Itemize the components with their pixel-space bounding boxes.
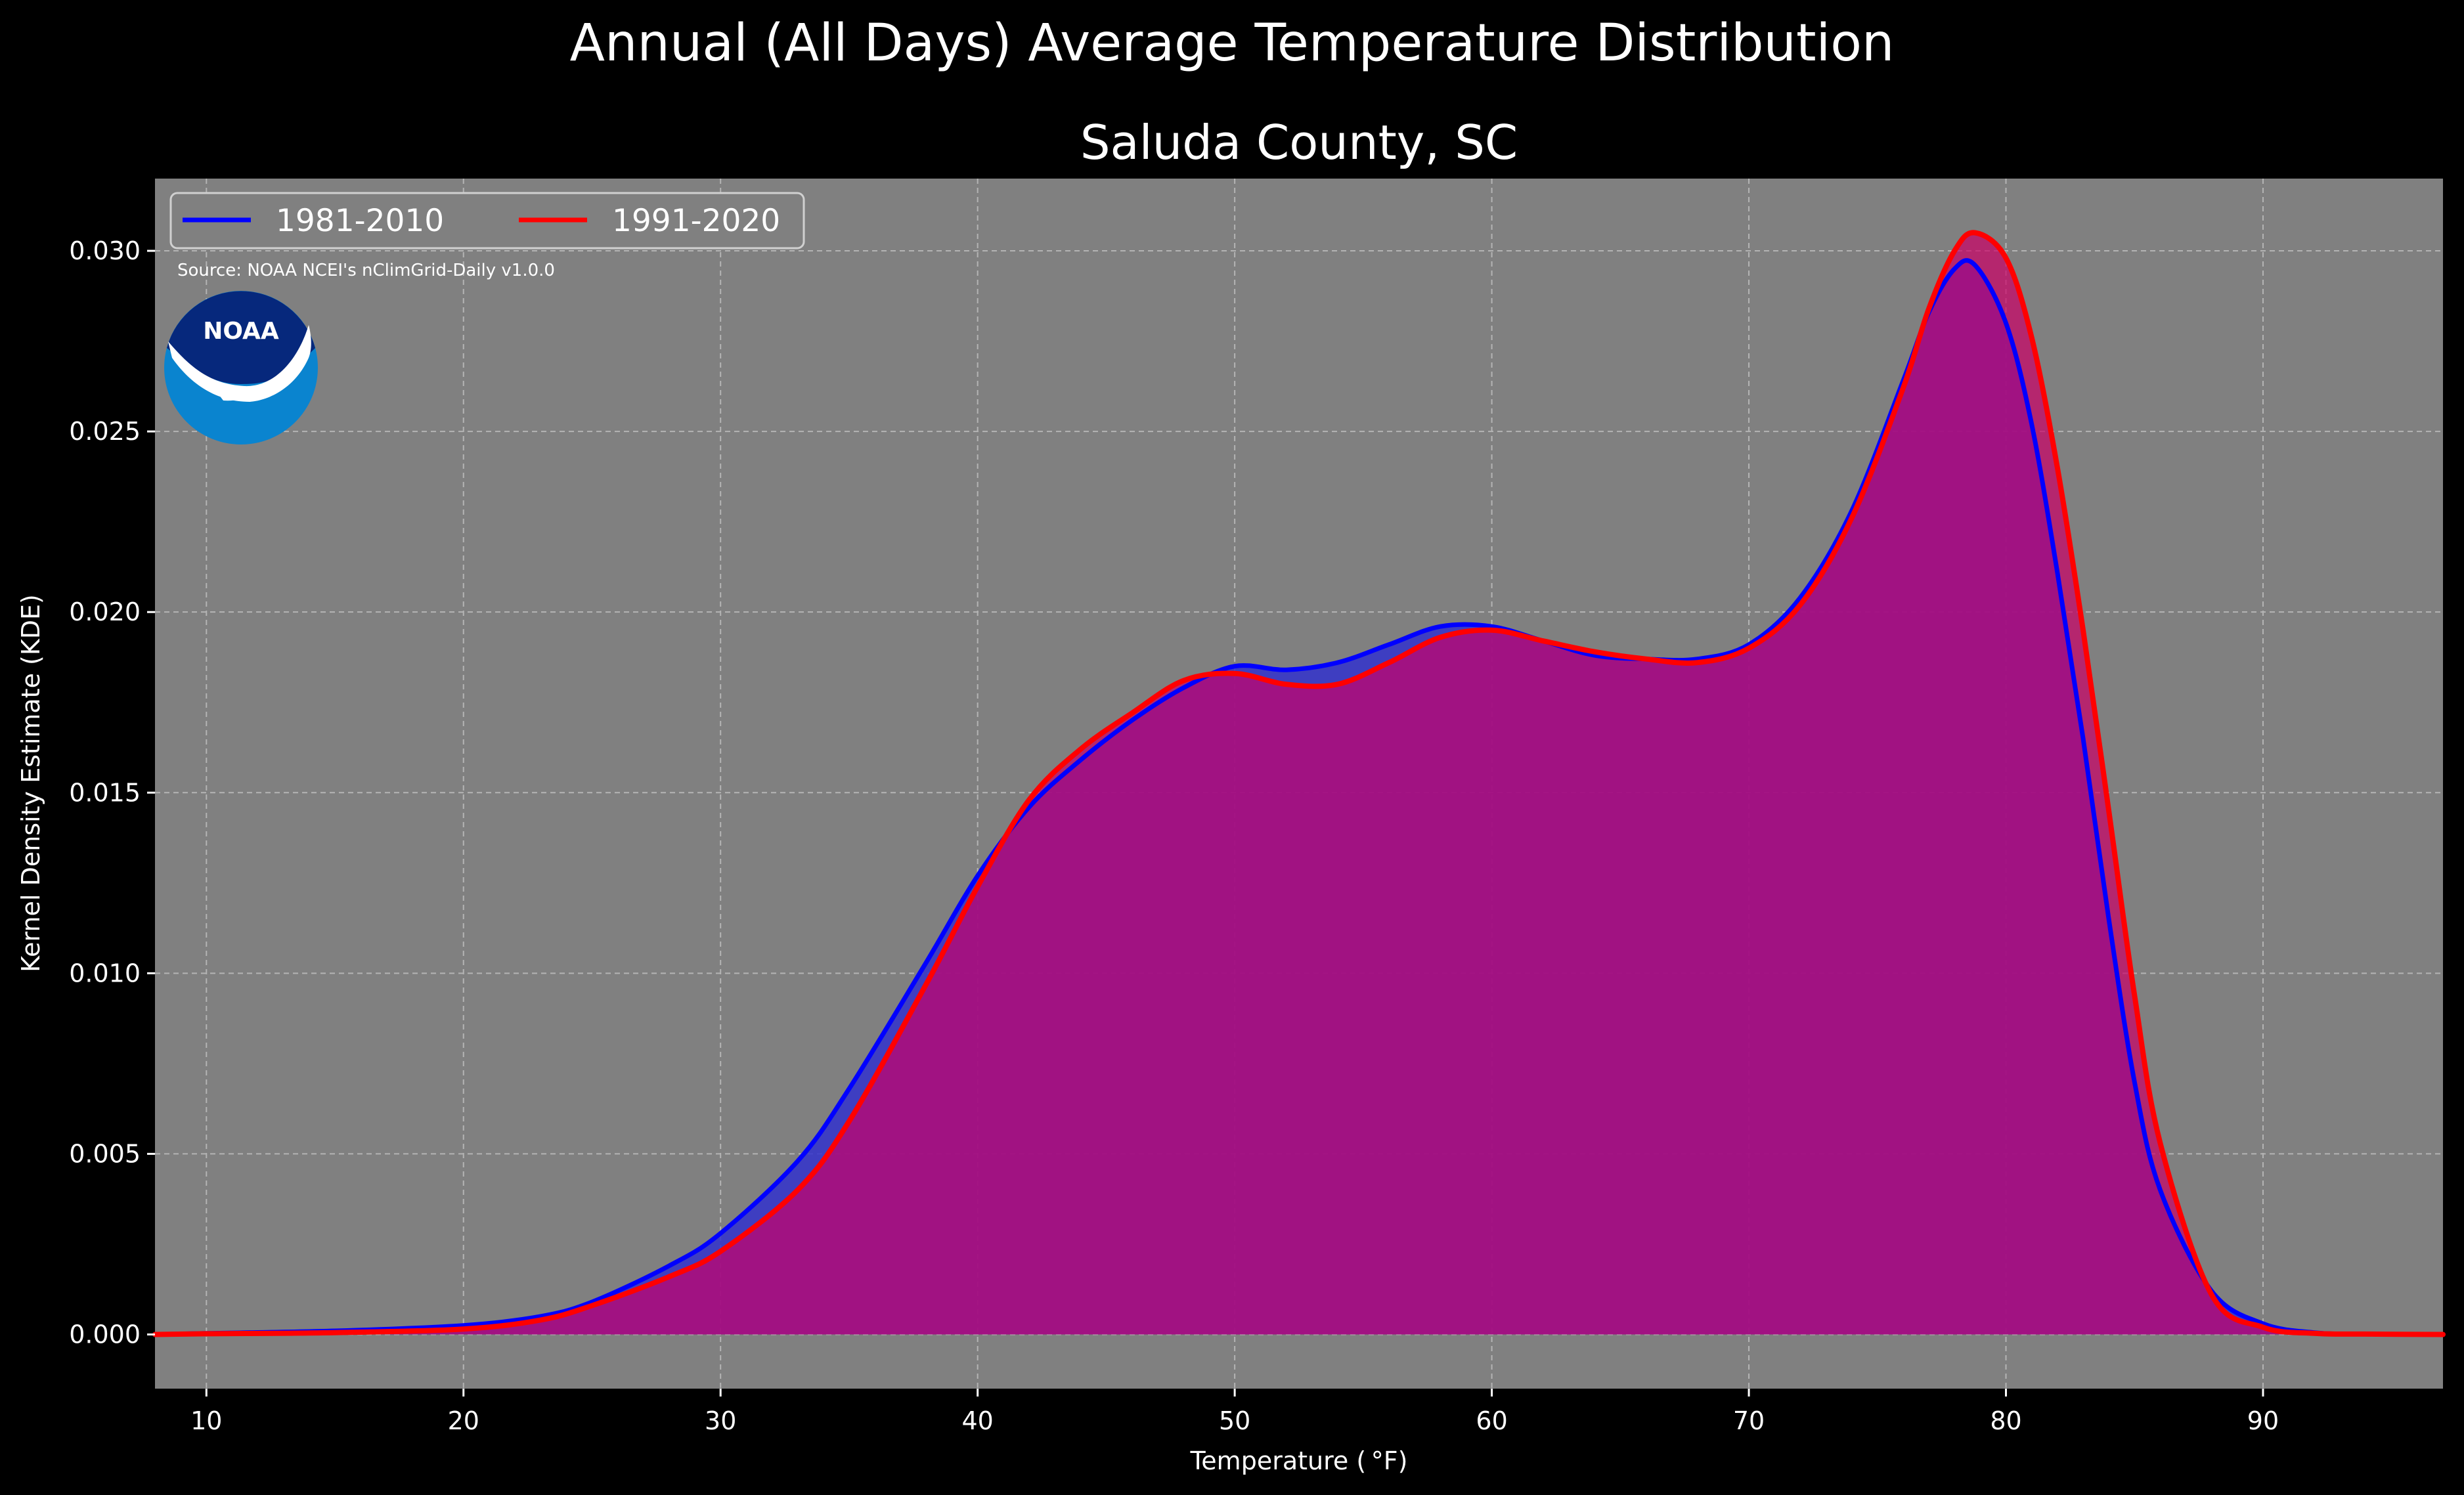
legend-label-1981-2010: 1981-2010 <box>276 203 444 239</box>
y-tick-label: 0.015 <box>69 778 141 807</box>
y-tick-label: 0.000 <box>69 1320 141 1349</box>
x-tick-label: 10 <box>190 1406 222 1435</box>
line-1991-2020 <box>152 230 2446 1337</box>
y-tick-label: 0.030 <box>69 236 141 265</box>
source-note: Source: NOAA NCEI's nClimGrid-Daily v1.0… <box>177 261 555 280</box>
legend: 1981-2010 1991-2020 <box>169 192 805 249</box>
x-tick-label: 50 <box>1219 1406 1250 1435</box>
legend-label-1991-2020: 1991-2020 <box>612 203 780 239</box>
y-tick-label: 0.025 <box>69 417 141 446</box>
y-tick-label: 0.010 <box>69 959 141 987</box>
x-tick-label: 20 <box>448 1406 479 1435</box>
area-1991-2020 <box>155 232 2443 1335</box>
y-tick-label: 0.005 <box>69 1139 141 1168</box>
y-axis: 0.000 0.005 0.010 0.015 0.020 0.025 0.030 <box>69 236 155 1349</box>
chart-title: Annual (All Days) Average Temperature Di… <box>570 14 1895 73</box>
x-axis-label: Temperature ( °F) <box>1190 1446 1408 1475</box>
y-tick-label: 0.020 <box>69 597 141 626</box>
x-tick-label: 60 <box>1476 1406 1507 1435</box>
density-areas <box>155 232 2443 1335</box>
noaa-logo-text: NOAA <box>203 318 279 345</box>
x-tick-label: 40 <box>961 1406 993 1435</box>
chart-subtitle: Saluda County, SC <box>1080 115 1518 170</box>
x-tick-label: 80 <box>1990 1406 2021 1435</box>
x-tick-label: 30 <box>705 1406 736 1435</box>
y-axis-label: Kernel Density Estimate (KDE) <box>16 594 45 972</box>
x-tick-label: 90 <box>2247 1406 2279 1435</box>
noaa-logo: NOAA <box>164 291 318 444</box>
x-axis: 10 20 30 40 50 60 70 80 90 <box>190 1389 2279 1435</box>
legend-box <box>169 192 805 249</box>
density-lines <box>152 230 2446 1337</box>
line-1981-2010 <box>152 258 2446 1337</box>
x-tick-label: 70 <box>1733 1406 1765 1435</box>
